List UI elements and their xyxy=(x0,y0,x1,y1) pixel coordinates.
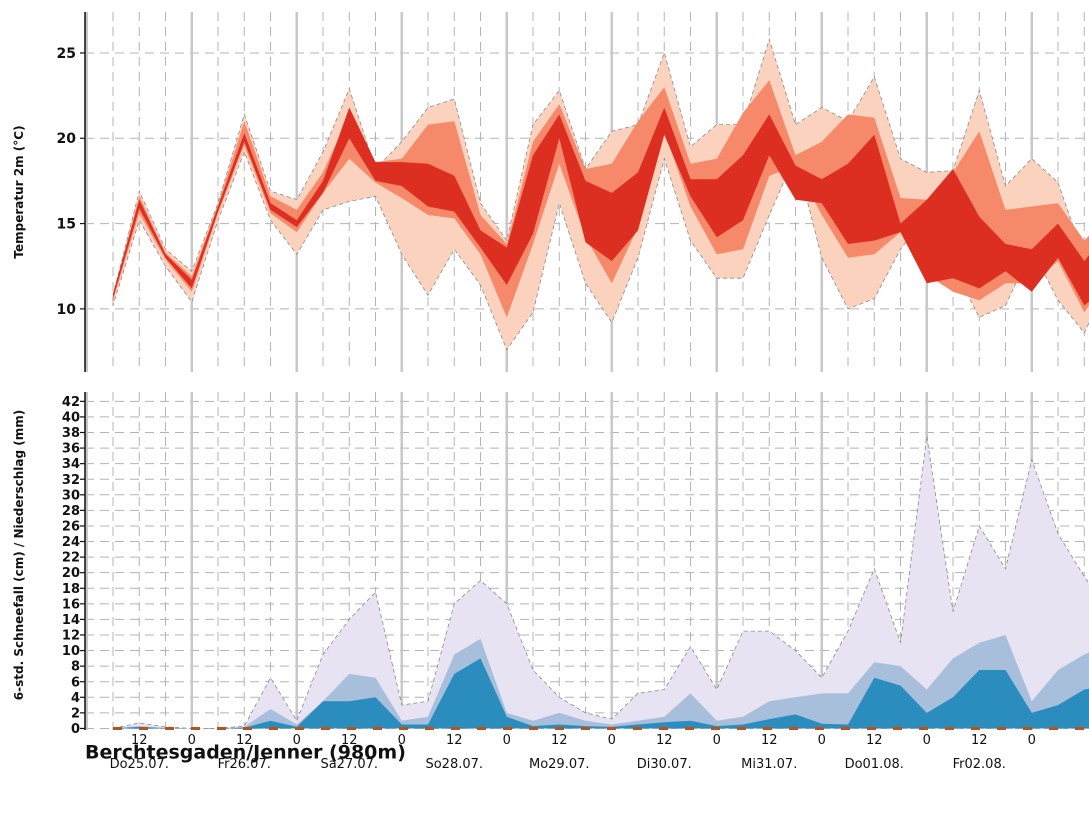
precipitation-panel: 024681012141618202224262830323436384042 … xyxy=(12,392,1089,737)
precipitation-tick-label: 8 xyxy=(71,660,80,675)
temperature-y-ticks: 10 15 20 25 xyxy=(57,46,85,318)
precipitation-tick-label: 40 xyxy=(62,410,80,425)
hour-tick-label: 0 xyxy=(713,733,721,748)
hour-tick-label: 12 xyxy=(761,733,778,748)
hour-tick-label: 12 xyxy=(341,733,358,748)
precipitation-tick-label: 14 xyxy=(62,613,80,628)
precipitation-tick-label: 12 xyxy=(62,629,80,644)
hour-tick-label: 0 xyxy=(923,733,931,748)
hour-tick-label: 12 xyxy=(866,733,883,748)
day-label: Di30.07. xyxy=(637,757,692,772)
hour-tick-label: 0 xyxy=(188,733,196,748)
precipitation-tick-label: 20 xyxy=(62,566,80,581)
day-label: So28.07. xyxy=(425,757,483,772)
time-axis: 12 0 12 0 12 0 12 0 12 0 12 0 12 0 12 0 12 0 Do25.07. Fr26.… xyxy=(110,733,1036,772)
station-title: Berchtesgaden/Jenner (980m) xyxy=(85,742,406,764)
precipitation-tick-label: 16 xyxy=(62,597,80,612)
hour-tick-label: 12 xyxy=(551,733,568,748)
hour-tick-label: 12 xyxy=(236,733,253,748)
day-label: Do01.08. xyxy=(845,757,904,772)
hour-tick-label: 0 xyxy=(608,733,616,748)
precipitation-tick-label: 24 xyxy=(62,535,80,550)
hour-tick-label: 12 xyxy=(656,733,673,748)
precipitation-tick-label: 26 xyxy=(62,520,80,535)
precipitation-tick-label: 18 xyxy=(62,582,80,597)
precipitation-tick-label: 30 xyxy=(62,488,80,503)
hour-tick-label: 0 xyxy=(818,733,826,748)
precipitation-y-label: 6-std. Schneefall (cm) / Niederschlag (m… xyxy=(12,410,26,700)
temperature-bands xyxy=(112,37,1089,351)
hour-tick-label: 12 xyxy=(131,733,148,748)
day-label: Mi31.07. xyxy=(741,757,797,772)
precipitation-tick-label: 6 xyxy=(71,675,80,690)
day-label: Mo29.07. xyxy=(529,757,590,772)
temperature-tick-label: 10 xyxy=(57,302,77,318)
temperature-band-core xyxy=(113,107,1089,306)
precipitation-tick-label: 34 xyxy=(62,457,80,472)
day-label: Fr02.08. xyxy=(953,757,1006,772)
day-label: Do25.07. xyxy=(110,757,169,772)
precipitation-tick-label: 0 xyxy=(71,722,80,737)
hour-tick-label: 0 xyxy=(503,733,511,748)
precipitation-tick-label: 2 xyxy=(71,706,80,721)
precipitation-tick-label: 4 xyxy=(71,691,80,706)
precipitation-tick-label: 36 xyxy=(62,442,80,457)
hour-tick-label: 0 xyxy=(293,733,301,748)
precipitation-tick-label: 32 xyxy=(62,473,80,488)
day-label: Fr26.07. xyxy=(218,757,271,772)
temperature-y-label: Temperatur 2m (°C) xyxy=(12,125,26,258)
day-label: Sa27.07. xyxy=(320,757,378,772)
temperature-tick-label: 20 xyxy=(57,131,77,147)
temperature-tick-label: 15 xyxy=(57,216,76,232)
precipitation-bands xyxy=(112,436,1089,729)
precipitation-tick-label: 38 xyxy=(62,426,80,441)
temperature-panel: 10 15 20 25 Temperatur 2m (°C) xyxy=(12,12,1089,372)
hour-tick-label: 0 xyxy=(398,733,406,748)
precipitation-tick-label: 42 xyxy=(62,395,80,410)
hour-tick-label: 0 xyxy=(1028,733,1036,748)
hour-tick-label: 12 xyxy=(446,733,463,748)
precipitation-tick-label: 28 xyxy=(62,504,80,519)
hour-tick-label: 12 xyxy=(971,733,988,748)
precipitation-band-core xyxy=(113,658,1089,729)
temperature-tick-label: 25 xyxy=(57,46,76,62)
precipitation-tick-label: 22 xyxy=(62,551,80,566)
precipitation-tick-label: 10 xyxy=(62,644,80,659)
